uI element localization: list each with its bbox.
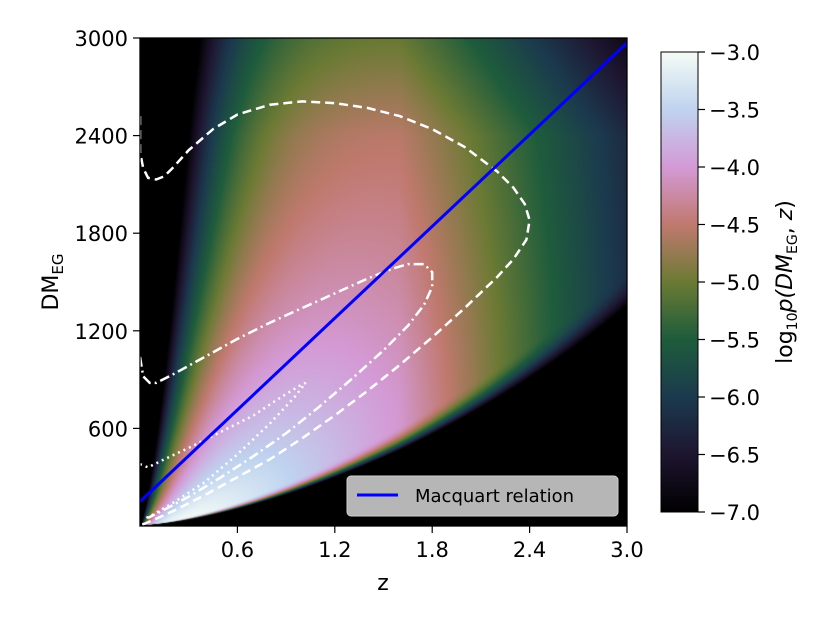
colorbar-label-log: log (773, 330, 798, 364)
y-axis-label-sub: EG (49, 253, 67, 274)
colorbar-label-eg: EG (785, 234, 801, 254)
legend-label-macquart: Macquart relation (415, 486, 574, 507)
colorbar-tick-label: −6.5 (709, 444, 760, 468)
x-axis: 0.6 1.2 1.8 2.4 3.0 (221, 526, 644, 562)
colorbar-tick-label: −5.5 (709, 329, 760, 353)
data-series (140, 41, 627, 503)
colorbar-label: log10p(DMEG, z) (773, 200, 801, 364)
x-tick-label: 0.6 (221, 538, 254, 562)
contour-dotted (140, 381, 307, 521)
colorbar-tick-label: −4.0 (709, 156, 760, 180)
colorbar-label-base: 10 (785, 312, 801, 330)
y-axis-label: DMEG (39, 253, 67, 310)
colorbar-tick-label: −5.0 (709, 271, 760, 295)
legend-box (346, 475, 619, 517)
x-axis-label: z (377, 571, 389, 596)
colorbar-tick-label: −4.5 (709, 214, 760, 238)
y-axis: 600 1200 1800 2400 3000 (75, 27, 140, 441)
colorbar-label-close: ) (773, 200, 798, 209)
y-tick-label: 3000 (75, 27, 128, 51)
x-tick-label: 3.0 (610, 538, 643, 562)
colorbar-tick-label: −3.0 (709, 41, 760, 65)
plot-frame (139, 37, 628, 527)
colorbar-tick-label: −6.0 (709, 386, 760, 410)
x-tick-label: 2.4 (513, 538, 546, 562)
legend: Macquart relation (346, 475, 619, 517)
x-tick-label: 1.8 (415, 538, 448, 562)
colorbar-ticks: −3.0 −3.5 −4.0 −4.5 −5.0 −5.5 −6.0 −6.5 −7.0 (698, 41, 760, 525)
series-line-macquart (140, 41, 627, 503)
y-axis-label-main: DM (39, 275, 64, 311)
colorbar-tick-label: −7.0 (709, 501, 760, 525)
svg-text:DMEG: DMEG (39, 253, 67, 310)
colorbar-label-z: z (773, 208, 798, 221)
colorbar (660, 51, 699, 513)
y-tick-label: 1200 (75, 320, 128, 344)
colorbar-label-p: p(DM (773, 254, 798, 313)
contour-lines (140, 100, 531, 526)
colorbar-tick-label: −3.5 (709, 99, 760, 123)
y-tick-label: 600 (88, 417, 128, 441)
svg-text:log10p(DMEG, z): log10p(DMEG, z) (773, 200, 801, 364)
y-tick-label: 1800 (75, 222, 128, 246)
contour-dashdot (140, 262, 434, 520)
y-tick-label: 2400 (75, 125, 128, 149)
x-tick-label: 1.2 (318, 538, 351, 562)
contour-dashed (140, 100, 531, 526)
colorbar-label-sep: , (773, 220, 798, 234)
